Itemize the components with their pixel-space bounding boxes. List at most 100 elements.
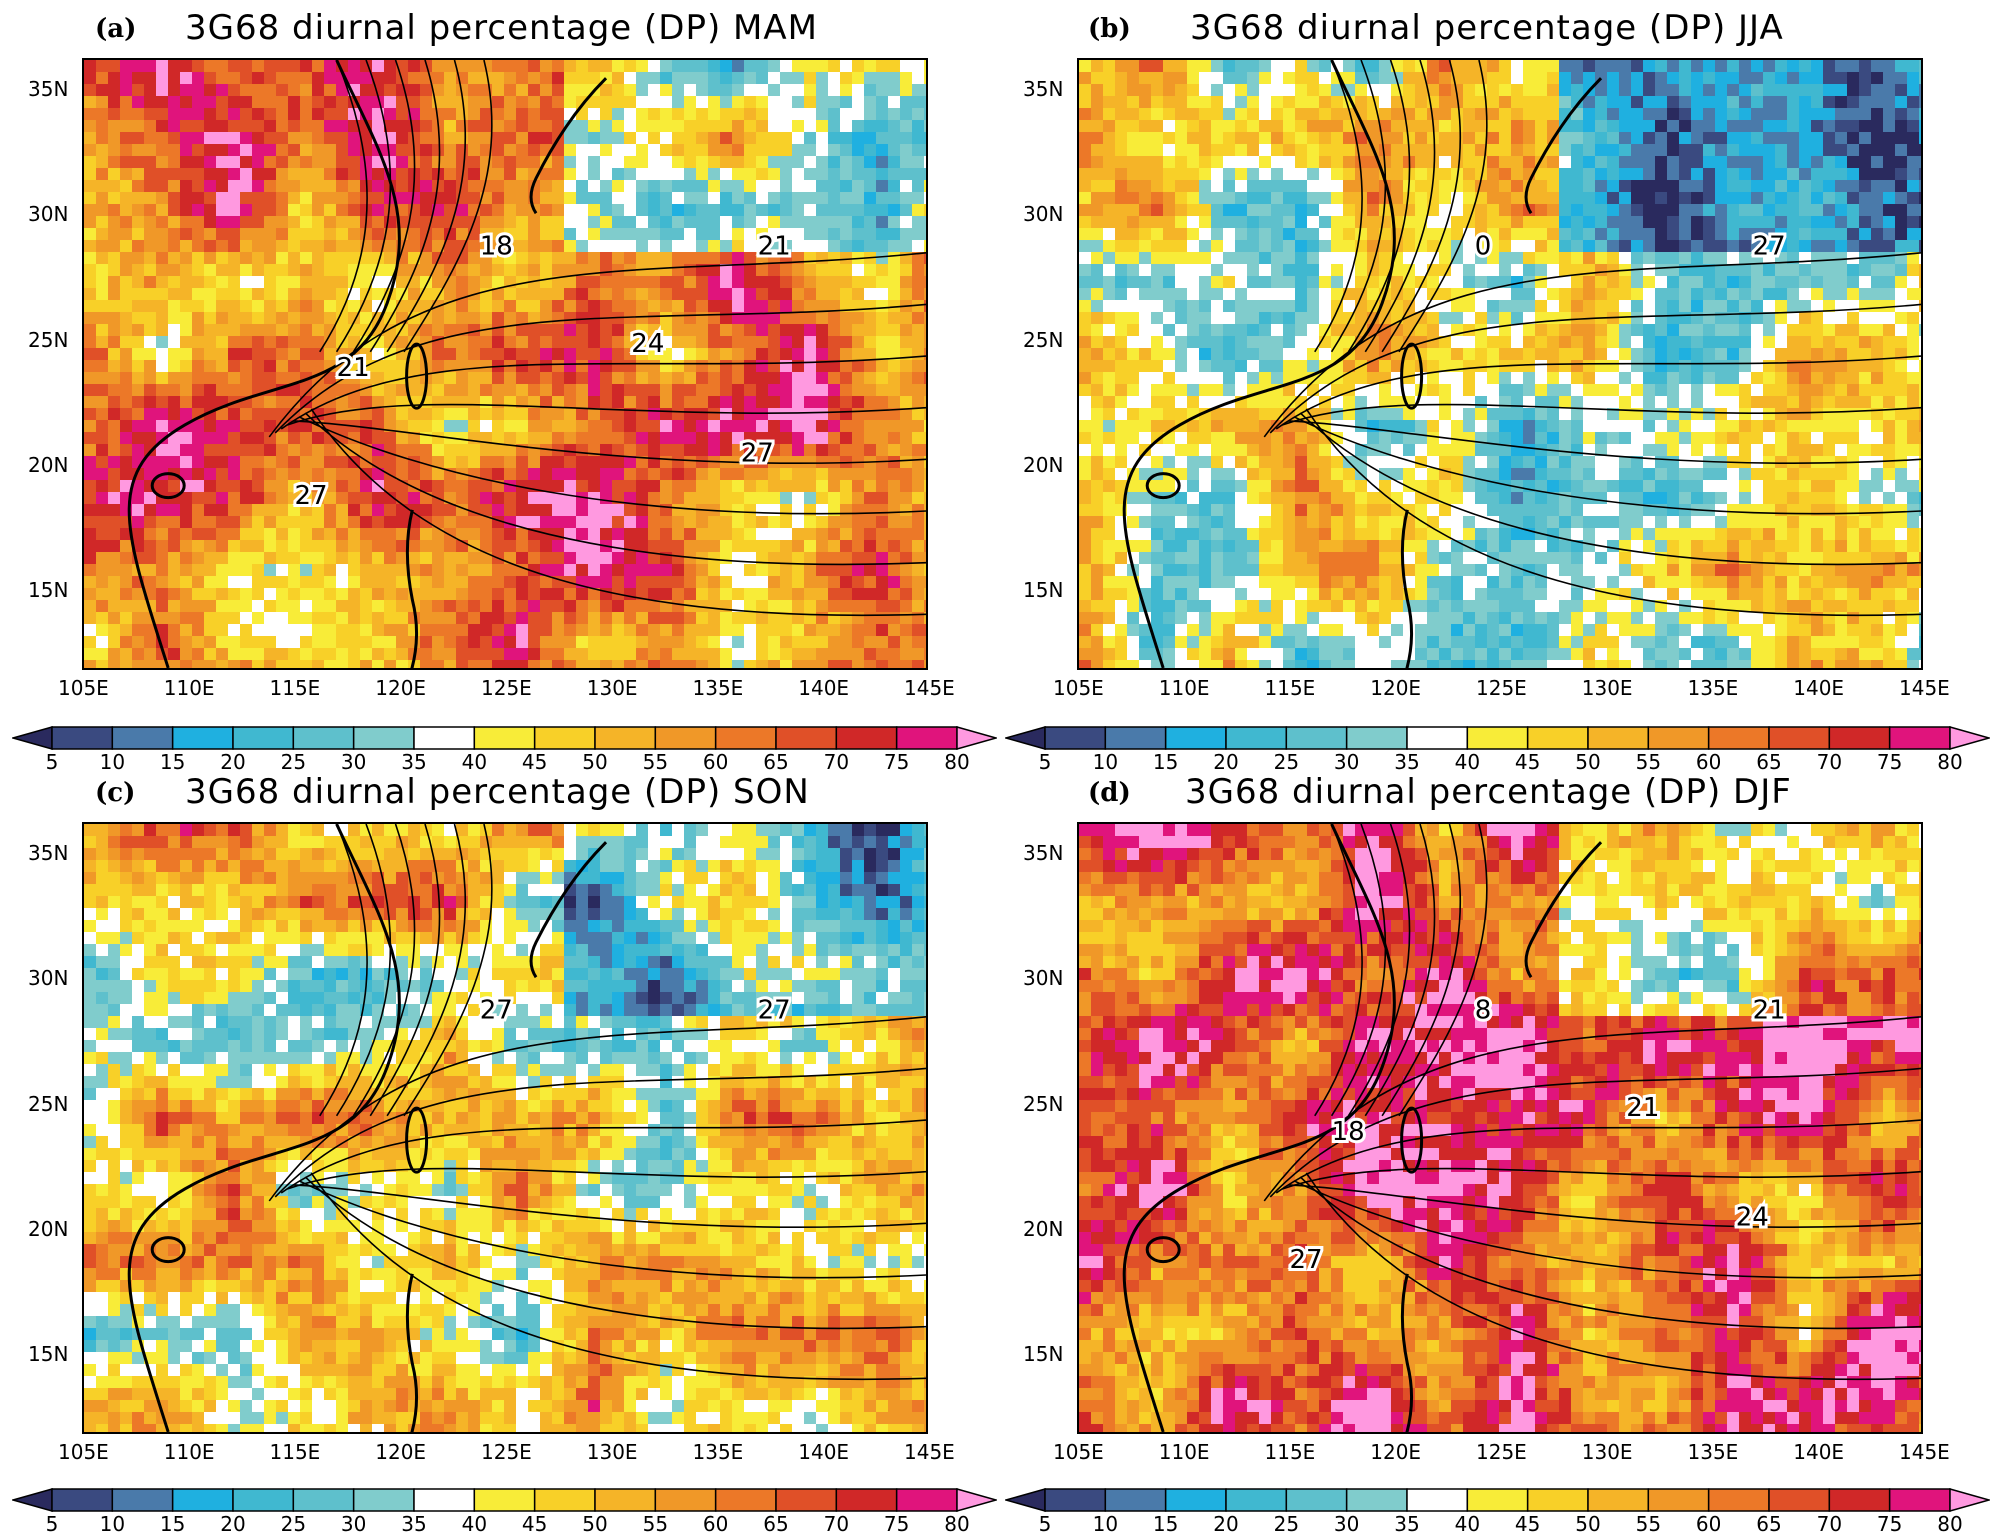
colorbar-swatch: [232, 726, 295, 750]
contour-line: [293, 1184, 926, 1229]
contour-line: [1381, 60, 1462, 353]
lon-tick-label: 130E: [586, 676, 638, 700]
contour-line: [1288, 1184, 1921, 1229]
colorbar-swatch: [1647, 1488, 1710, 1512]
colorbar-tick-label: 50: [582, 1512, 608, 1536]
lon-tick-label: 120E: [375, 676, 427, 700]
colorbar-tick-label: 20: [220, 750, 246, 774]
colorbar: [12, 726, 997, 750]
colorbar-swatch: [171, 1488, 234, 1512]
contour-label: 24: [631, 329, 664, 359]
map-area: 27 27: [82, 822, 928, 1434]
colorbar-tick-label: 15: [159, 1512, 186, 1536]
contour-line: [1347, 824, 1411, 1117]
colorbar-tick-label: 75: [1876, 750, 1903, 774]
contour-label: 27: [1290, 1245, 1323, 1275]
contour-line: [1299, 412, 1921, 566]
lat-tick-label: 25N: [1023, 1091, 1064, 1116]
panel-title: 3G68 diurnal percentage (DP) MAM: [185, 8, 818, 48]
colorbar-swatch: [1044, 1488, 1107, 1512]
colorbar-tick-label: 30: [340, 750, 367, 774]
colorbar-tick-label: 40: [461, 750, 488, 774]
lat-tick-label: 15N: [28, 578, 69, 603]
colorbar-tick-label: 75: [883, 750, 910, 774]
colorbar-swatch: [1707, 726, 1770, 750]
colorbar-tick-label: 70: [823, 1512, 850, 1536]
lon-tick-label: 120E: [1370, 1440, 1422, 1464]
colorbar-tick-label: 75: [1876, 1512, 1903, 1536]
lon-tick-label: 125E: [481, 676, 532, 700]
colorbar: [12, 1488, 997, 1512]
colorbar-tick-label: 60: [702, 1512, 729, 1536]
island-outline: [529, 77, 608, 215]
lon-tick-label: 120E: [375, 1440, 427, 1464]
contour-label: 27: [295, 481, 328, 511]
colorbar-tick-label: 40: [1454, 750, 1481, 774]
contour-line: [403, 60, 493, 353]
colorbar-swatch: [1345, 1488, 1408, 1512]
colorbar-swatch: [1104, 1488, 1167, 1512]
contour-line: [286, 403, 926, 426]
colorbar-swatch: [1345, 726, 1408, 750]
colorbar-tick-label: 25: [280, 1512, 307, 1536]
colorbar-tick-label: 20: [220, 1512, 246, 1536]
lon-tick-label: 135E: [692, 1440, 744, 1464]
colorbar-swatch: [956, 726, 997, 750]
colorbar-tick-label: 50: [1575, 1512, 1601, 1536]
colorbar-swatch: [1949, 726, 1990, 750]
colorbar-tick-label: 65: [1756, 1512, 1782, 1536]
colorbar-tick-label: 80: [944, 1512, 970, 1536]
colorbar-tick-label: 20: [1213, 1512, 1239, 1536]
lat-tick-label: 20N: [28, 1216, 69, 1241]
contour-line: [1398, 824, 1488, 1117]
dp-shading: [84, 824, 926, 1432]
colorbar-swatch: [1285, 1488, 1348, 1512]
colorbar-swatch: [714, 1488, 777, 1512]
colorbar-swatch: [12, 1488, 53, 1512]
colorbar-tick-label: 55: [642, 750, 669, 774]
contour-line: [1275, 355, 1921, 430]
colorbar-tick-label: 80: [1937, 1512, 1963, 1536]
colorbar-tick-label: 70: [823, 750, 850, 774]
contour-line: [1293, 1180, 1921, 1279]
colorbar-tick-label: 5: [1038, 1512, 1052, 1536]
colorbar-swatch: [352, 1488, 415, 1512]
colorbar-swatch: [1526, 726, 1589, 750]
colorbar-swatch: [654, 726, 717, 750]
island-outline: [150, 472, 186, 500]
colorbar-swatch: [1005, 1488, 1046, 1512]
contour-label: 8: [1475, 996, 1492, 1026]
lon-tick-label: 110E: [1158, 676, 1210, 700]
colorbar-swatch: [1707, 1488, 1770, 1512]
dp-shading: [1079, 60, 1921, 668]
colorbar-swatch: [1466, 1488, 1529, 1512]
contour-line: [310, 408, 926, 617]
lon-tick-label: 145E: [1899, 1440, 1950, 1464]
colorbar-tick-label: 5: [45, 750, 59, 774]
contour-label: 0: [1475, 232, 1492, 262]
colorbar-swatch: [12, 726, 53, 750]
lon-tick-label: 105E: [58, 676, 109, 700]
island-outline: [1400, 509, 1414, 668]
contour-line: [1281, 403, 1921, 426]
panel-title: 3G68 diurnal percentage (DP) JJA: [1190, 8, 1784, 48]
lat-tick-label: 25N: [1023, 327, 1064, 352]
island-outline: [1145, 1236, 1181, 1264]
lat-tick-label: 35N: [1023, 840, 1064, 865]
colorbar-tick-label: 60: [702, 750, 729, 774]
contour-label: 24: [1736, 1202, 1769, 1232]
colorbar-tick-label: 80: [1937, 750, 1963, 774]
contour-line: [268, 252, 926, 438]
colorbar-tick-label: 50: [1575, 750, 1601, 774]
panel-label: (b): [1088, 14, 1131, 44]
contour-line: [298, 1180, 926, 1279]
contour-label: 18: [480, 232, 513, 262]
lat-tick-label: 35N: [28, 76, 69, 101]
colorbar-tick-label: 70: [1816, 750, 1843, 774]
lon-tick-label: 135E: [1687, 1440, 1739, 1464]
colorbar-swatch: [473, 726, 536, 750]
contour-line: [1398, 60, 1488, 353]
colorbar-swatch: [1104, 726, 1167, 750]
colorbar-swatch: [775, 726, 838, 750]
colorbar-swatch: [413, 726, 476, 750]
